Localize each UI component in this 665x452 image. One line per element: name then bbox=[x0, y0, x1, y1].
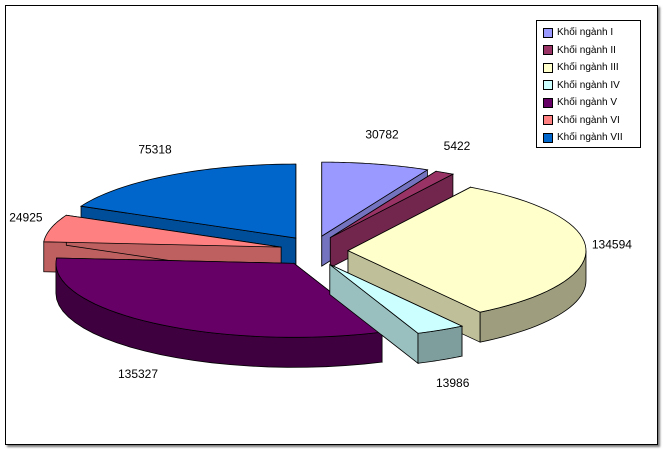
pie-slice bbox=[55, 257, 384, 368]
legend-label: Khối ngành IV bbox=[557, 79, 620, 91]
data-label: 5422 bbox=[444, 139, 471, 153]
legend-swatch bbox=[543, 80, 553, 91]
legend-swatch bbox=[543, 45, 553, 56]
legend-item: Khối ngành II bbox=[543, 42, 640, 60]
chart-area: 30782 5422 134594 13986 135327 24925 75318 Khố… bbox=[5, 5, 658, 445]
slice-top bbox=[330, 170, 455, 238]
data-label: 24925 bbox=[9, 211, 43, 225]
pie-chart: 30782 5422 134594 13986 135327 24925 75318 bbox=[9, 128, 632, 390]
legend-label: Khối ngành VI bbox=[557, 114, 620, 126]
data-label: 134594 bbox=[592, 237, 632, 251]
pie-slice bbox=[329, 263, 464, 365]
legend-swatch bbox=[543, 27, 553, 38]
legend-label: Khối ngành V bbox=[557, 97, 618, 109]
slice-top bbox=[43, 214, 282, 248]
legend: Khối ngành I Khối ngành II Khối ngành III K… bbox=[536, 20, 641, 148]
legend-item: Khối ngành I bbox=[543, 24, 640, 42]
legend-swatch bbox=[543, 97, 553, 108]
legend-item: Khối ngành III bbox=[543, 59, 640, 77]
legend-item: Khối ngành V bbox=[543, 94, 640, 112]
legend-label: Khối ngành II bbox=[557, 44, 616, 56]
legend-label: Khối ngành VII bbox=[557, 132, 623, 144]
slice-top bbox=[347, 186, 587, 313]
legend-swatch bbox=[543, 62, 553, 73]
legend-swatch bbox=[543, 132, 553, 143]
legend-swatch bbox=[543, 115, 553, 126]
data-label: 135327 bbox=[118, 367, 158, 381]
slice-top bbox=[55, 257, 384, 338]
slice-top bbox=[321, 161, 429, 237]
data-label: 30782 bbox=[365, 128, 399, 142]
legend-item: Khối ngành VII bbox=[543, 129, 640, 147]
slice-top bbox=[79, 163, 297, 239]
legend-item: Khối ngành IV bbox=[543, 77, 640, 95]
legend-item: Khối ngành VI bbox=[543, 112, 640, 130]
slice-top bbox=[329, 264, 464, 334]
data-label: 13986 bbox=[436, 376, 470, 390]
data-label: 75318 bbox=[138, 143, 172, 157]
legend-label: Khối ngành III bbox=[557, 62, 619, 74]
legend-label: Khối ngành I bbox=[557, 27, 614, 39]
